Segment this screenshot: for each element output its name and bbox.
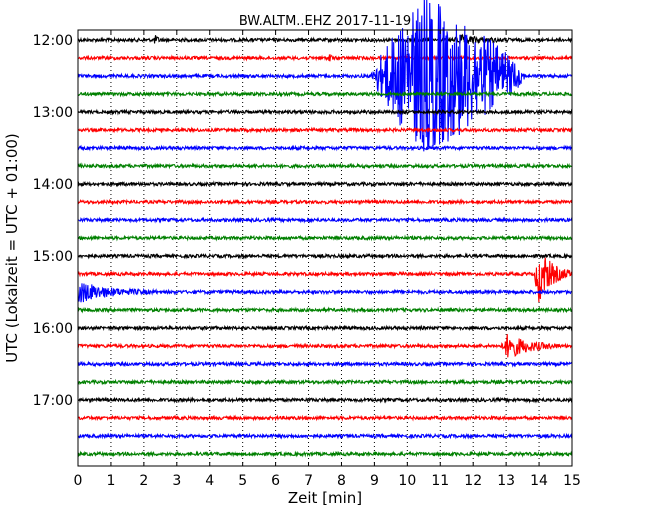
- trace-row-23: [77, 450, 573, 458]
- trace-row-7: [77, 162, 573, 170]
- trace-row-14: [77, 283, 573, 303]
- x-axis-label: Zeit [min]: [288, 489, 362, 507]
- grid-lines: [110, 30, 540, 466]
- trace-row-0: [77, 33, 573, 45]
- plot-frame: [77, 29, 573, 467]
- x-tick-label-7: 7: [304, 473, 313, 489]
- trace-row-13: [77, 257, 573, 303]
- y-tick-label-4: 16:00: [33, 321, 73, 337]
- x-tick-label-2: 2: [139, 473, 148, 489]
- trace-row-20: [77, 396, 573, 404]
- trace-row-18: [77, 360, 573, 368]
- y-tick-label-3: 15:00: [33, 249, 73, 265]
- trace-row-4: [77, 108, 573, 116]
- y-tick-label-0: 12:00: [33, 33, 73, 49]
- y-tick-label-5: 17:00: [33, 393, 73, 409]
- trace-row-6: [77, 144, 573, 152]
- trace-row-22: [77, 432, 573, 440]
- trace-row-16: [77, 324, 573, 332]
- y-axis-label: UTC (Lokalzeit = UTC + 01:00): [3, 133, 21, 363]
- x-tick-label-5: 5: [238, 473, 247, 489]
- trace-row-8: [77, 180, 573, 188]
- x-tick-label-6: 6: [271, 473, 280, 489]
- chart-title: BW.ALTM..EHZ 2017-11-19: [239, 14, 411, 29]
- y-axis-ticks: 12:00 13:00 14:00 15:00 16:00 17:00: [33, 33, 572, 409]
- x-tick-label-11: 11: [431, 473, 449, 489]
- trace-row-9: [77, 198, 573, 206]
- x-tick-label-14: 14: [530, 473, 548, 489]
- y-tick-label-2: 14:00: [33, 177, 73, 193]
- x-tick-label-10: 10: [398, 473, 416, 489]
- x-tick-label-3: 3: [172, 473, 181, 489]
- trace-row-12: [77, 252, 573, 260]
- x-axis-ticks: 0 1 2 3 4 5 6 7 8 9 10 11 12 13 14 15: [74, 30, 581, 489]
- y-tick-label-1: 13:00: [33, 105, 73, 121]
- x-tick-label-13: 13: [497, 473, 515, 489]
- trace-row-10: [77, 216, 573, 224]
- trace-row-2: [77, 0, 573, 152]
- x-tick-label-12: 12: [464, 473, 482, 489]
- seismic-traces: [77, 0, 573, 458]
- trace-row-15: [77, 306, 573, 314]
- x-tick-label-15: 15: [563, 473, 581, 489]
- trace-row-19: [77, 378, 573, 386]
- x-tick-label-9: 9: [370, 473, 379, 489]
- trace-row-5: [77, 126, 573, 134]
- x-tick-label-1: 1: [106, 473, 115, 489]
- trace-row-21: [77, 414, 573, 422]
- trace-row-11: [77, 234, 573, 242]
- trace-row-17: [77, 334, 573, 358]
- plot-area: 0 1 2 3 4 5 6 7 8 9 10 11 12 13 14 15 12:0013:0014:0015…: [33, 0, 581, 489]
- trace-row-3: [77, 90, 573, 98]
- x-tick-label-8: 8: [337, 473, 346, 489]
- x-tick-label-0: 0: [74, 473, 83, 489]
- trace-row-1: [77, 53, 573, 62]
- x-tick-label-4: 4: [205, 473, 214, 489]
